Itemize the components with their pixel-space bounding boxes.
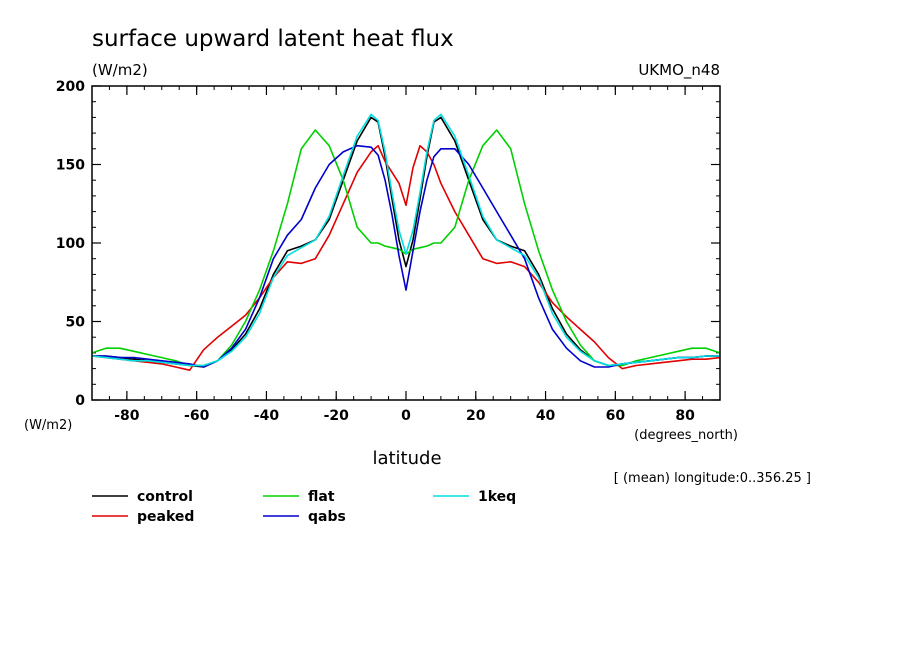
legend-label-qabs: qabs [308, 509, 346, 525]
x-tick-label: -80 [114, 408, 140, 424]
x-tick-label: -60 [184, 408, 210, 424]
x-tick-label: -40 [254, 408, 280, 424]
series-layer [91, 113, 721, 372]
y-tick-label: 100 [56, 236, 85, 252]
y-tick-label: 50 [66, 315, 86, 331]
x-units-label: (degrees_north) [634, 428, 738, 443]
series-line-flat [91, 129, 721, 367]
x-tick-label: 20 [466, 408, 486, 424]
legend-label-control: control [137, 489, 193, 505]
series-line-control [92, 116, 720, 368]
legend-label-1keq: 1keq [478, 489, 516, 505]
units-label: (W/m2) [92, 61, 148, 79]
plot-axes: -80 -60 -40 -20 0 20 40 60 80 0 50 100 150 200 [56, 79, 721, 424]
x-axis-label: latitude [372, 448, 441, 469]
series-line-peaked [91, 144, 721, 372]
series-line-qabs [92, 144, 720, 368]
x-tick-label: 80 [675, 408, 695, 424]
x-tick-label: 60 [606, 408, 626, 424]
y-tick-label: 0 [75, 393, 85, 409]
legend-label-peaked: peaked [137, 509, 194, 525]
y-tick-label: 150 [56, 158, 85, 174]
y-tick-label: 200 [56, 79, 85, 95]
mean-longitude-annotation: [ (mean) longitude:0..356.25 ] [614, 471, 811, 486]
series-line-1keq [91, 113, 720, 367]
x-tick-label: 40 [536, 408, 556, 424]
legend-label-flat: flat [308, 489, 335, 505]
x-tick-label: 0 [401, 408, 411, 424]
y-units-label: (W/m2) [24, 418, 72, 433]
x-tick-label: -20 [324, 408, 350, 424]
model-label: UKMO_n48 [638, 61, 720, 80]
chart-title: surface upward latent heat flux [92, 26, 454, 52]
plot-frame [91, 85, 721, 401]
legend: control peaked flat qabs 1keq [92, 489, 516, 525]
